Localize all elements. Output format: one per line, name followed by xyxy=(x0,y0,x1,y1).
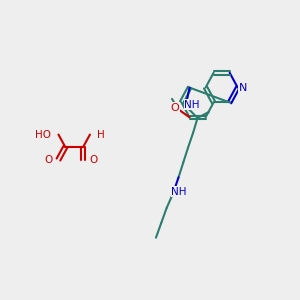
Text: O: O xyxy=(170,103,179,113)
Text: NH: NH xyxy=(184,100,200,110)
Text: O: O xyxy=(89,154,97,164)
Text: HO: HO xyxy=(35,130,51,140)
Text: O: O xyxy=(44,154,52,164)
Text: NH: NH xyxy=(171,187,187,197)
Text: N: N xyxy=(239,82,247,93)
Text: H: H xyxy=(98,130,105,140)
